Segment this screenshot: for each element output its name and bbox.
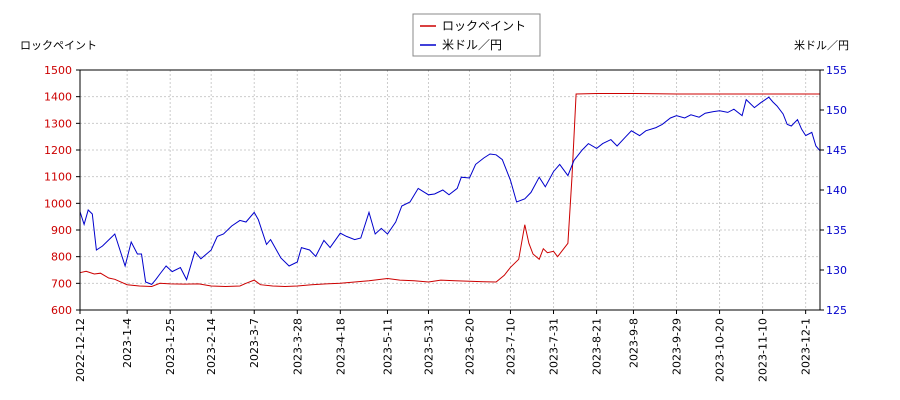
legend: ロックペイント 米ドル／円	[412, 13, 541, 57]
right-axis-title: 米ドル／円	[794, 39, 849, 52]
x-tick-label: 2023-2-14	[205, 318, 218, 375]
legend-label-rock-paint: ロックペイント	[442, 19, 526, 33]
right-tick-label: 150	[826, 104, 847, 117]
left-tick-label: 1400	[44, 91, 72, 104]
right-tick-label: 140	[826, 184, 847, 197]
plot-area	[80, 70, 820, 310]
x-tick-label: 2023-11-10	[757, 318, 770, 382]
x-tick-label: 2023-9-29	[671, 318, 684, 375]
left-tick-label: 600	[51, 304, 72, 317]
left-tick-label: 1300	[44, 117, 72, 130]
x-tick-label: 2023-3-7	[248, 318, 261, 368]
x-tick-label: 2023-9-8	[627, 318, 640, 368]
x-tick-label: 2023-3-28	[291, 318, 304, 375]
x-tick-label: 2023-8-21	[591, 318, 604, 375]
x-tick-label: 2023-7-10	[504, 318, 517, 375]
right-axis: 125 130 135 140 145 150 155	[820, 64, 847, 317]
x-tick-label: 2023-1-25	[164, 318, 177, 375]
left-axis: 600 700 800 900 1000 1100 1200 1300 1400 1500	[44, 64, 80, 317]
left-tick-label: 800	[51, 251, 72, 264]
right-tick-label: 125	[826, 304, 847, 317]
x-tick-label: 2023-10-20	[714, 318, 727, 382]
x-tick-label: 2023-6-20	[463, 318, 476, 375]
legend-box	[412, 13, 541, 57]
right-tick-label: 155	[826, 64, 847, 77]
left-tick-label: 900	[51, 224, 72, 237]
series-line-rock-paint	[79, 93, 820, 288]
x-tick-label: 2022-12-12	[74, 318, 87, 382]
series-line-usd-jpy	[79, 96, 821, 285]
x-tick-label: 2023-1-4	[121, 318, 134, 368]
legend-label-usd-jpy: 米ドル／円	[442, 38, 502, 52]
left-tick-label: 1100	[44, 171, 72, 184]
x-axis: 2022-12-12 2023-1-4 2023-1-25 2023-2-14 2023…	[74, 310, 813, 382]
left-tick-label: 1000	[44, 197, 72, 210]
left-tick-label: 1200	[44, 144, 72, 157]
series-layer	[79, 93, 821, 288]
right-tick-label: 145	[826, 144, 847, 157]
x-tick-label: 2023-12-1	[800, 318, 813, 375]
x-tick-label: 2023-5-11	[381, 318, 394, 375]
x-tick-label: 2023-5-31	[422, 318, 435, 375]
right-tick-label: 130	[826, 264, 847, 277]
x-tick-label: 2023-4-18	[334, 318, 347, 375]
left-tick-label: 1500	[44, 64, 72, 77]
x-tick-label: 2023-7-31	[548, 318, 561, 375]
right-tick-label: 135	[826, 224, 847, 237]
left-axis-title: ロックペイント	[20, 39, 97, 52]
left-tick-label: 700	[51, 277, 72, 290]
